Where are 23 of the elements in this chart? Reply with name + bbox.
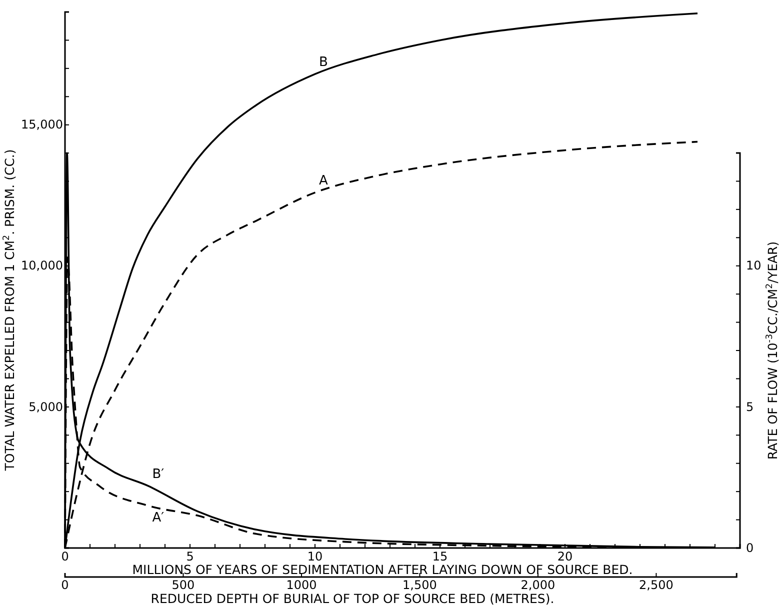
series-label: B [319,55,328,70]
x2-tick-label: 1000 [286,578,317,592]
y-tick-label: 5,000 [28,400,63,414]
x-tick-label: 10 [307,550,323,564]
x-tick-label: 20 [557,550,573,564]
x-tick-label: 15 [432,550,448,564]
y2-tick-label: 0 [746,540,754,555]
x2-tick-label: 500 [172,578,195,592]
x-tick-label: 5 [186,550,194,564]
x2-tick-label: 2,500 [639,578,674,592]
y-tick-label: 15,000 [21,118,63,132]
x2-tick-label: 0 [61,578,69,592]
series-label: B′ [152,466,164,482]
x-axis-title: MILLIONS OF YEARS OF SEDIMENTATION AFTER LAYING DOWN OF SOURCE BED. [132,562,633,577]
y-tick-label: 10,000 [21,258,63,273]
x2-tick-label: 2,000 [520,578,556,592]
x2-axis-title: REDUCED DEPTH OF BURIAL OF TOP OF SOURCE BED (METRES). [150,591,554,606]
y2-tick-label: 10 [746,258,762,273]
series-label: A [319,174,328,189]
x-tick-label: 0 [61,550,69,564]
series-label: A′ [152,510,164,526]
y2-tick-label: 5 [746,400,754,414]
x2-tick-label: 1,500 [402,578,437,592]
